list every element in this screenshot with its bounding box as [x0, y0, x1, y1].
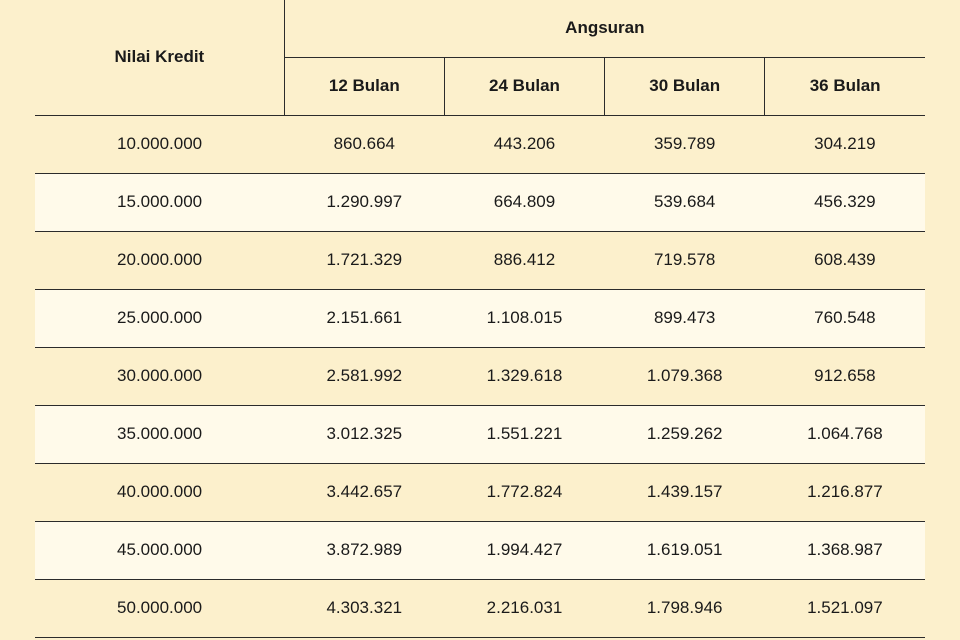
table-body: 10.000.000860.664443.206359.789304.21915…: [35, 115, 925, 637]
installment-value: 1.064.768: [765, 405, 925, 463]
table-row: 45.000.0003.872.9891.994.4271.619.0511.3…: [35, 521, 925, 579]
installment-value: 1.290.997: [284, 173, 444, 231]
installment-value: 1.521.097: [765, 579, 925, 637]
installment-value: 886.412: [444, 231, 604, 289]
installment-value: 4.303.321: [284, 579, 444, 637]
installment-value: 1.259.262: [605, 405, 765, 463]
table-row: 35.000.0003.012.3251.551.2211.259.2621.0…: [35, 405, 925, 463]
table-row: 15.000.0001.290.997664.809539.684456.329: [35, 173, 925, 231]
installment-value: 1.798.946: [605, 579, 765, 637]
installment-table: Nilai Kredit Angsuran 12 Bulan 24 Bulan …: [35, 0, 925, 638]
installment-value: 1.994.427: [444, 521, 604, 579]
installment-value: 456.329: [765, 173, 925, 231]
installment-value: 2.216.031: [444, 579, 604, 637]
installment-value: 304.219: [765, 115, 925, 173]
installment-value: 1.619.051: [605, 521, 765, 579]
installment-value: 1.079.368: [605, 347, 765, 405]
table-row: 25.000.0002.151.6611.108.015899.473760.5…: [35, 289, 925, 347]
term-header-36: 36 Bulan: [765, 57, 925, 115]
installment-header: Angsuran: [284, 0, 925, 57]
credit-value: 40.000.000: [35, 463, 284, 521]
installment-value: 443.206: [444, 115, 604, 173]
installment-value: 760.548: [765, 289, 925, 347]
term-header-30: 30 Bulan: [605, 57, 765, 115]
credit-value: 20.000.000: [35, 231, 284, 289]
table-row: 50.000.0004.303.3212.216.0311.798.9461.5…: [35, 579, 925, 637]
installment-value: 608.439: [765, 231, 925, 289]
installment-value: 719.578: [605, 231, 765, 289]
credit-value: 15.000.000: [35, 173, 284, 231]
installment-value: 2.151.661: [284, 289, 444, 347]
term-header-24: 24 Bulan: [444, 57, 604, 115]
installment-value: 3.012.325: [284, 405, 444, 463]
installment-value: 1.329.618: [444, 347, 604, 405]
installment-value: 3.442.657: [284, 463, 444, 521]
installment-value: 1.551.221: [444, 405, 604, 463]
table-row: 40.000.0003.442.6571.772.8241.439.1571.2…: [35, 463, 925, 521]
installment-value: 3.872.989: [284, 521, 444, 579]
credit-value: 30.000.000: [35, 347, 284, 405]
installment-value: 1.772.824: [444, 463, 604, 521]
installment-value: 1.721.329: [284, 231, 444, 289]
installment-value: 664.809: [444, 173, 604, 231]
installment-value: 2.581.992: [284, 347, 444, 405]
table-row: 10.000.000860.664443.206359.789304.219: [35, 115, 925, 173]
credit-value: 25.000.000: [35, 289, 284, 347]
installment-value: 1.368.987: [765, 521, 925, 579]
installment-value: 539.684: [605, 173, 765, 231]
credit-value: 35.000.000: [35, 405, 284, 463]
installment-value: 359.789: [605, 115, 765, 173]
credit-value: 50.000.000: [35, 579, 284, 637]
installment-value: 1.108.015: [444, 289, 604, 347]
installment-value: 860.664: [284, 115, 444, 173]
installment-value: 1.216.877: [765, 463, 925, 521]
credit-value: 10.000.000: [35, 115, 284, 173]
installment-value: 912.658: [765, 347, 925, 405]
installment-value: 899.473: [605, 289, 765, 347]
table-row: 20.000.0001.721.329886.412719.578608.439: [35, 231, 925, 289]
term-header-12: 12 Bulan: [284, 57, 444, 115]
credit-value: 45.000.000: [35, 521, 284, 579]
credit-header: Nilai Kredit: [35, 0, 284, 115]
table-row: 30.000.0002.581.9921.329.6181.079.368912…: [35, 347, 925, 405]
installment-value: 1.439.157: [605, 463, 765, 521]
